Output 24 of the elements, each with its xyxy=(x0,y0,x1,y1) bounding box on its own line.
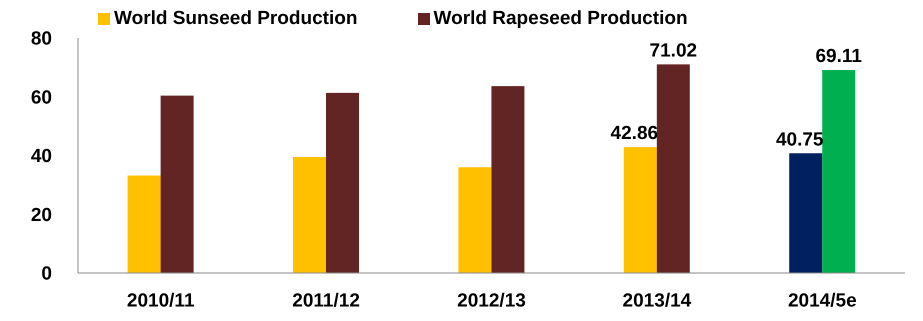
bar xyxy=(293,156,326,273)
bar xyxy=(458,167,492,273)
x-tick-label: 2013/14 xyxy=(622,290,692,312)
bar xyxy=(656,64,690,273)
y-tick-label: 60 xyxy=(30,87,52,108)
x-tick-label: 2012/13 xyxy=(457,290,526,312)
x-tick-label: 2014/5e xyxy=(788,290,857,312)
x-tick-label: 2010/11 xyxy=(126,290,195,312)
data-label: 71.02 xyxy=(650,40,698,62)
bar xyxy=(128,175,161,273)
legend-label: World Rapeseed Production xyxy=(434,8,688,29)
bar xyxy=(326,92,360,273)
bar xyxy=(789,153,822,273)
data-label: 69.11 xyxy=(815,46,862,67)
y-tick-label: 40 xyxy=(30,146,52,168)
x-tick-label: 2011/12 xyxy=(292,290,360,312)
bar xyxy=(160,96,194,273)
y-tick-label: 20 xyxy=(30,204,52,226)
y-tick-label: 80 xyxy=(30,28,52,50)
y-tick-label: 0 xyxy=(41,264,52,285)
bar xyxy=(491,86,524,273)
bar xyxy=(822,70,856,273)
legend-label: World Sunseed Production xyxy=(114,8,358,29)
bar xyxy=(624,147,657,273)
